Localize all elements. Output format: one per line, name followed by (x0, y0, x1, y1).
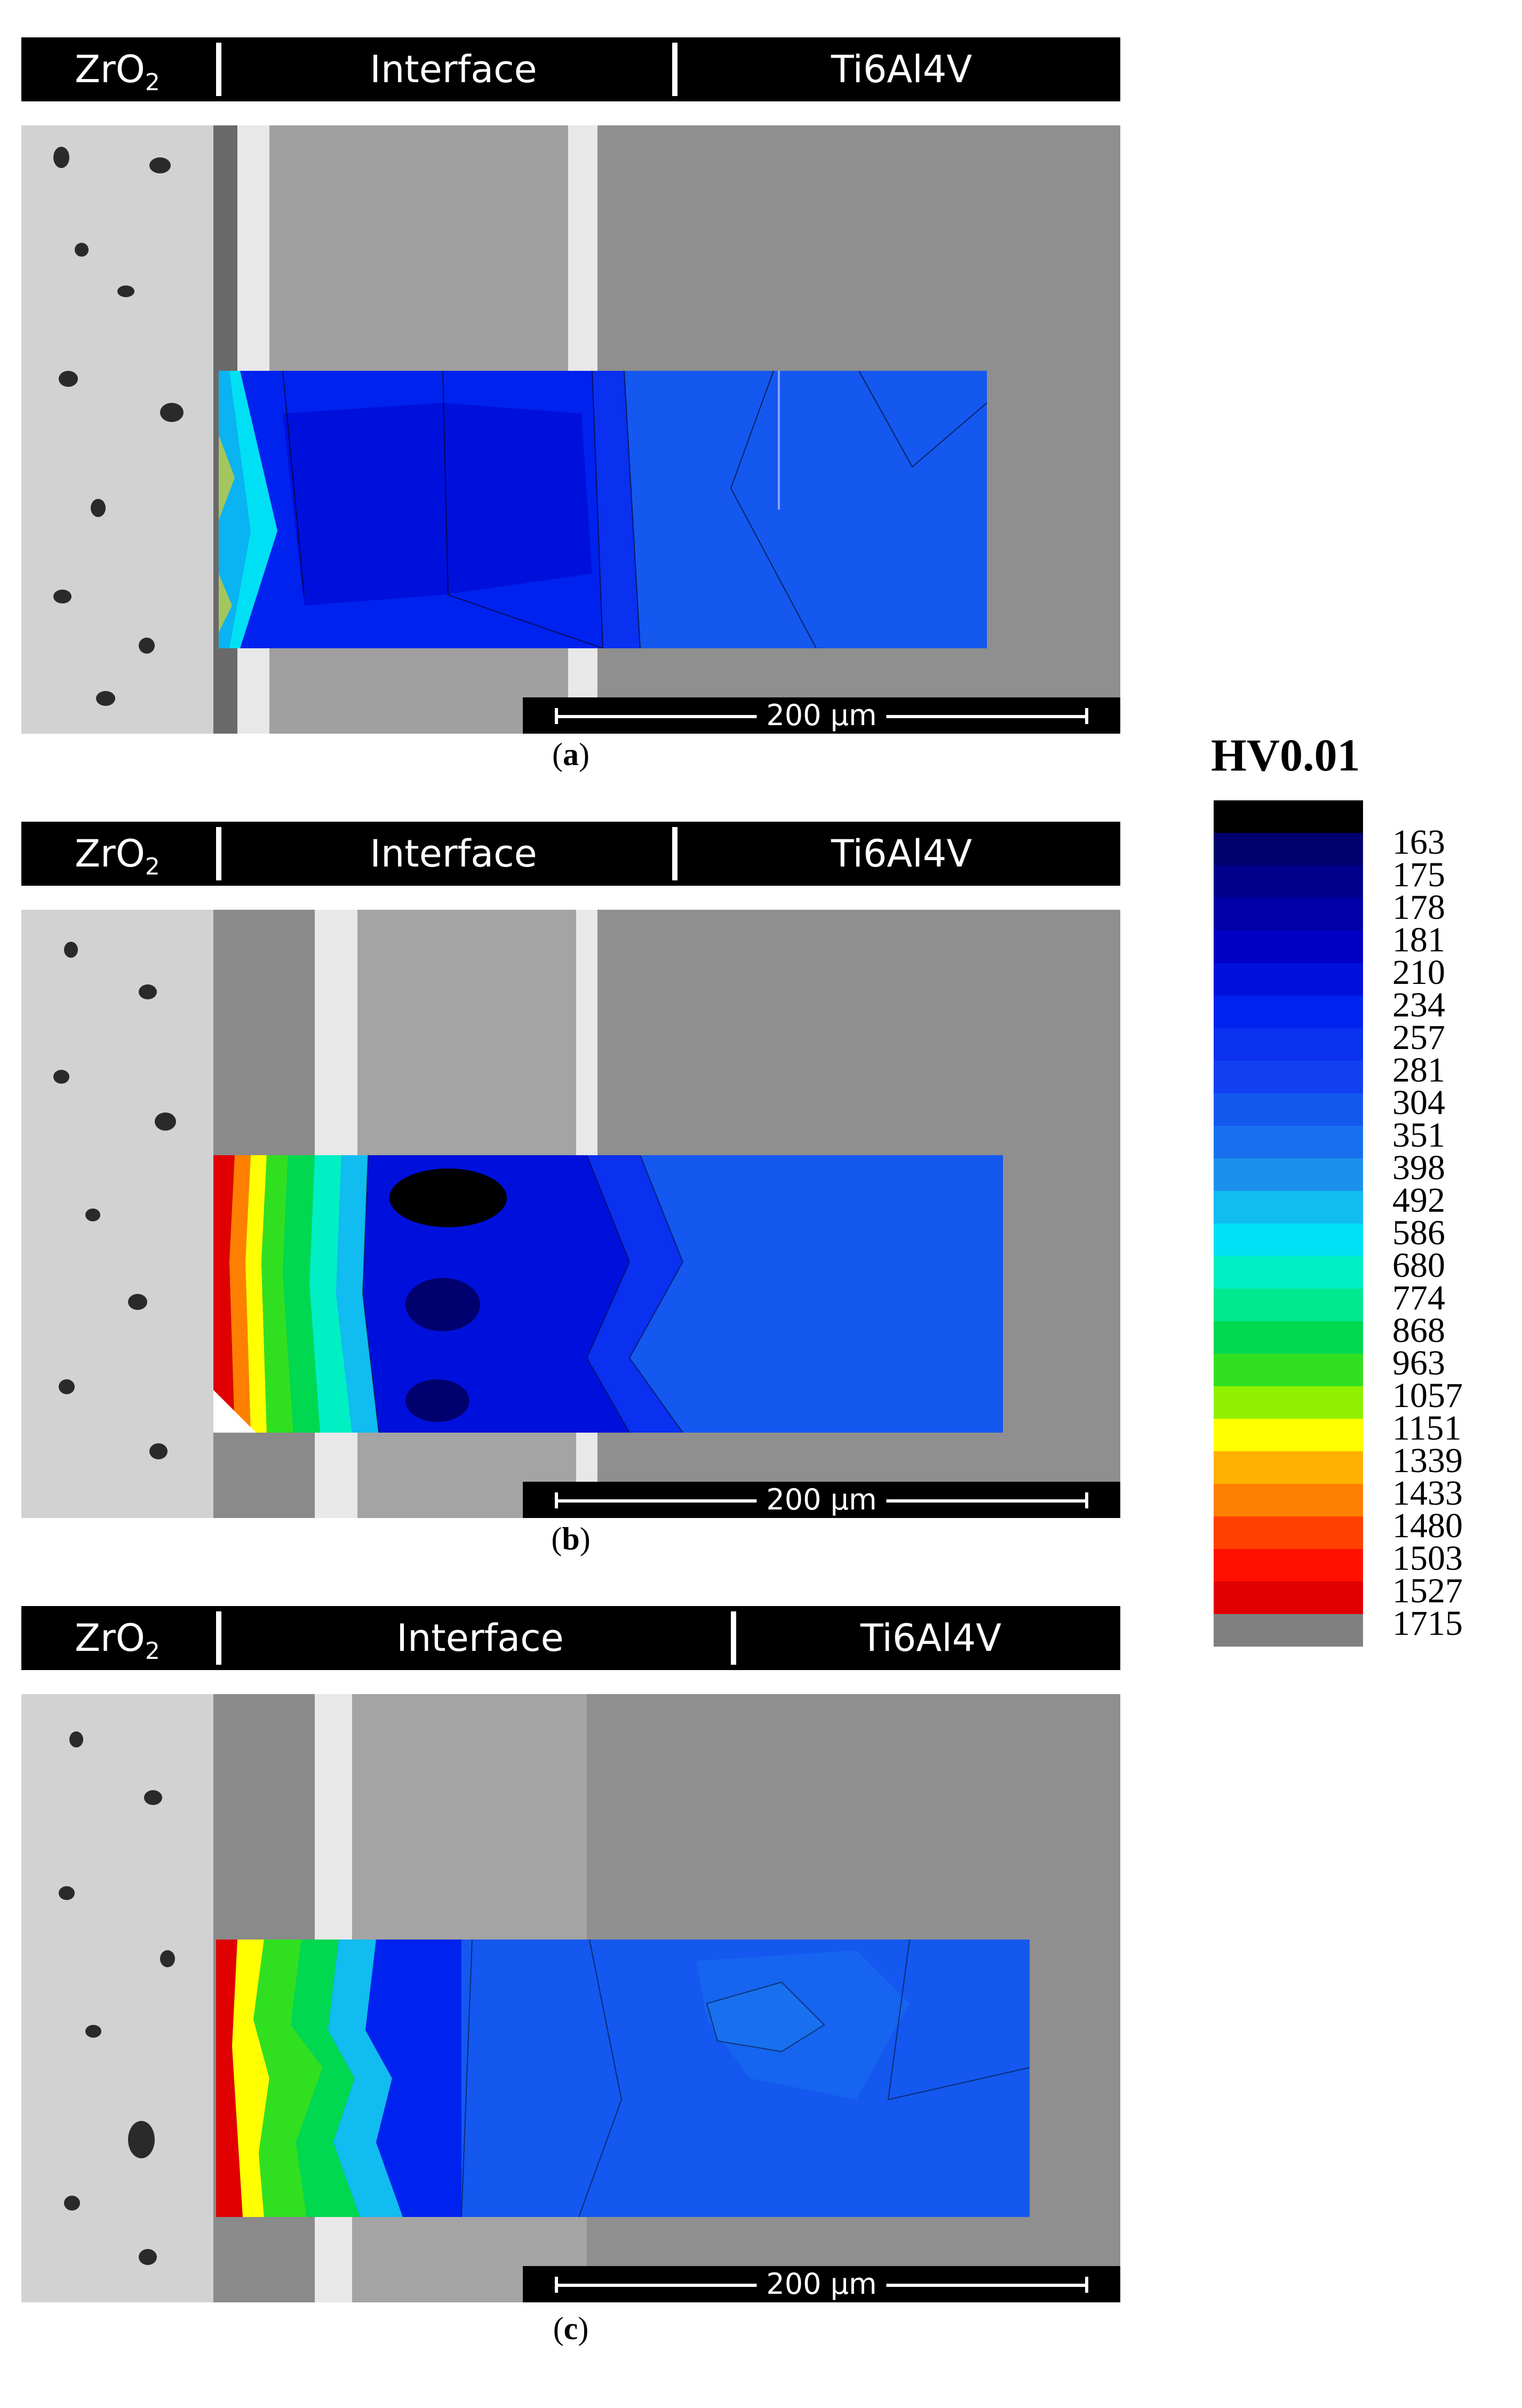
colorbar-label: 175 (1392, 855, 1445, 894)
colorbar-label: 178 (1392, 888, 1445, 927)
colorbar-swatch (1214, 1158, 1363, 1191)
header-zro2: ZrO2 (75, 1616, 160, 1665)
colorbar-swatch (1214, 1549, 1363, 1582)
header-interface: Interface (396, 1616, 564, 1660)
zro2-region (21, 910, 213, 1518)
scale-bar: 200 µm (523, 1482, 1120, 1518)
colorbar-label: 1151 (1392, 1409, 1462, 1448)
panel-a: ZrO2 Interface Ti6Al4V (21, 37, 1120, 774)
header-divider (216, 1611, 221, 1665)
colorbar-swatch (1214, 1582, 1363, 1614)
sem-micrograph: 200 µm (21, 125, 1120, 734)
colorbar-swatch (1214, 1386, 1363, 1419)
header-divider (672, 827, 678, 880)
colorbar-swatch (1214, 1516, 1363, 1549)
colorbar-swatch (1214, 865, 1363, 898)
colorbar-label: 1503 (1392, 1539, 1463, 1578)
colorbar-label: 281 (1392, 1051, 1445, 1090)
colorbar-swatch (1214, 1289, 1363, 1321)
colorbar-swatch (1214, 996, 1363, 1028)
zro2-region (21, 1694, 213, 2302)
colorbar-swatch (1214, 833, 1363, 865)
header-divider (216, 43, 221, 96)
legend-title: HV0.01 (1211, 729, 1360, 781)
header-ti6al4v: Ti6Al4V (831, 832, 973, 876)
sem-micrograph: 200 µm (21, 1694, 1120, 2302)
colorbar-label: 398 (1392, 1148, 1445, 1187)
panel-caption: (a) (552, 737, 589, 772)
hardness-map (213, 1155, 1003, 1433)
panel-header: ZrO2 Interface Ti6Al4V (21, 1606, 1120, 1670)
colorbar-swatch (1214, 898, 1363, 931)
header-zro2: ZrO2 (75, 47, 160, 96)
colorbar-label: 1339 (1392, 1441, 1463, 1480)
header-interface: Interface (370, 47, 537, 91)
panel-caption: (b) (551, 1521, 591, 1556)
colorbar-swatch (1214, 931, 1363, 963)
zro2-region (21, 125, 213, 734)
colorbar-label: 257 (1392, 1018, 1445, 1057)
colorbar-swatch (1214, 963, 1363, 996)
colorbar (1214, 800, 1363, 1647)
colorbar-label: 963 (1392, 1344, 1445, 1382)
colorbar-swatch (1214, 1451, 1363, 1484)
colorbar-label: 774 (1392, 1278, 1445, 1317)
panel-c: ZrO2 Interface Ti6Al4V (21, 1606, 1120, 2364)
colorbar-swatch (1214, 1061, 1363, 1093)
header-divider (216, 827, 221, 880)
header-interface: Interface (370, 832, 537, 876)
colorbar-label: 1715 (1392, 1604, 1463, 1643)
colorbar-label: 304 (1392, 1083, 1445, 1122)
hardness-map (219, 371, 987, 648)
colorbar-label: 1057 (1392, 1376, 1463, 1415)
colorbar-label: 351 (1392, 1116, 1445, 1155)
colorbar-swatch (1214, 1354, 1363, 1386)
colorbar-label: 1480 (1392, 1506, 1463, 1545)
colorbar-swatch (1214, 1028, 1363, 1061)
header-ti6al4v: Ti6Al4V (860, 1616, 1002, 1660)
colorbar-swatch (1214, 800, 1363, 833)
colorbar-swatch (1214, 1419, 1363, 1451)
colorbar-swatch (1214, 1321, 1363, 1354)
panel-caption: (c) (553, 2311, 589, 2346)
scale-label: 200 µm (756, 1482, 887, 1518)
header-divider (731, 1611, 736, 1665)
colorbar-swatch (1214, 1614, 1363, 1647)
panel-b: ZrO2 Interface Ti6Al4V (21, 822, 1120, 1558)
scale-label: 200 µm (756, 697, 887, 734)
panel-header: ZrO2 Interface Ti6Al4V (21, 822, 1120, 886)
scale-label: 200 µm (756, 2266, 887, 2302)
colorbar-swatch (1214, 1126, 1363, 1158)
colorbar-swatch (1214, 1223, 1363, 1256)
colorbar-label: 181 (1392, 920, 1445, 959)
header-zro2: ZrO2 (75, 832, 160, 880)
colorbar-swatch (1214, 1484, 1363, 1516)
scale-bar: 200 µm (523, 697, 1120, 734)
colorbar-label: 234 (1392, 986, 1445, 1024)
header-divider (672, 43, 678, 96)
hardness-map (216, 1940, 1030, 2217)
colorbar-swatch (1214, 1256, 1363, 1289)
colorbar-label: 868 (1392, 1311, 1445, 1350)
colorbar-label: 680 (1392, 1246, 1445, 1285)
colorbar-label: 1433 (1392, 1474, 1463, 1513)
colorbar-labels: 163 175 178 181 210 234 257 281 304 351 398 492 586 6… (1392, 823, 1463, 1643)
colorbar-swatch (1214, 1191, 1363, 1223)
colorbar-label: 1527 (1392, 1571, 1463, 1610)
sem-micrograph: 200 µm (21, 910, 1120, 1518)
colorbar-label: 586 (1392, 1213, 1445, 1252)
colorbar-label: 163 (1392, 823, 1445, 862)
colorbar-swatch (1214, 1093, 1363, 1126)
colorbar-label: 492 (1392, 1181, 1445, 1220)
panel-header: ZrO2 Interface Ti6Al4V (21, 37, 1120, 101)
scale-bar: 200 µm (523, 2266, 1120, 2302)
colorbar-label: 210 (1392, 953, 1445, 992)
header-ti6al4v: Ti6Al4V (831, 47, 973, 91)
